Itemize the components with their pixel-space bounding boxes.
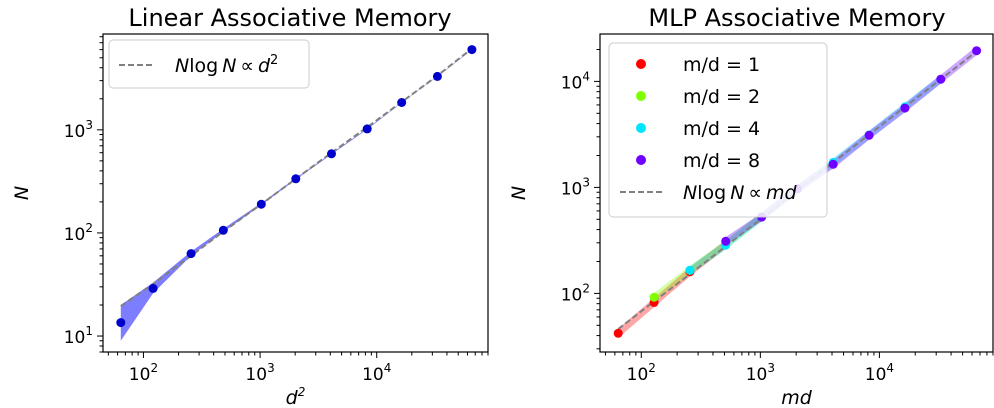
chart-title: Linear Associative Memory [128,4,451,32]
data-point [864,130,874,140]
series-trend-band [650,213,766,301]
data-point [327,149,336,159]
data-point [256,199,266,209]
legend-marker [636,91,646,101]
data-point [432,71,442,81]
data-point [467,45,477,55]
data-point [721,236,731,246]
legend-frame [608,42,828,218]
legend-label: m/d = 1 [683,54,760,76]
legend-label: Nlog N ∝ d2 [175,53,278,77]
confidence-band [120,49,472,341]
data-point [218,225,228,235]
x-tick-label: 104 [865,361,894,385]
x-tick-label: 103 [746,361,775,385]
legend-label: m/d = 2 [683,86,760,108]
y-axis-label: N [11,186,33,200]
legend: m/d = 1 m/d = 2 m/d = 4 m/d = 8 Nlog N ∝ md [608,42,828,218]
data-point [613,328,623,338]
y-tick-label: 103 [561,175,590,199]
y-tick-label: 103 [64,118,93,142]
legend-label: m/d = 4 [683,118,760,140]
data-point [649,292,659,302]
data-point [972,46,982,56]
data-point [685,265,695,275]
data-point [828,159,838,169]
legend-marker [636,59,646,69]
data-point [148,283,158,293]
legend-frame [108,39,310,89]
chart-title: MLP Associative Memory [648,4,945,32]
x-tick-label: 102 [129,361,158,385]
y-tick-label: 102 [64,221,93,245]
x-axis-label: d2 [286,385,306,408]
y-tick-label: 104 [561,69,590,93]
legend-label: m/d = 8 [683,150,760,172]
data-point [291,174,301,184]
data-point [900,103,910,113]
data-point [186,249,196,259]
x-tick-label: 104 [362,361,391,385]
legend-marker [636,155,646,165]
x-axis-label: md [781,387,813,408]
chart-panel-2: MLP Associative Memory 102 103 104 102 103 104… [508,4,994,408]
chart-panel-1: Linear Associative Memory 102 103 104 101 102… [11,4,489,408]
data-point [116,318,126,328]
y-tick-label: 101 [64,324,93,348]
data-point [936,74,946,84]
data-point [397,98,407,107]
y-axis-label: N [508,186,530,200]
legend-marker [636,123,646,133]
x-tick-label: 103 [245,361,274,385]
legend-label: Nlog N ∝ md [683,182,797,204]
x-tick-label: 102 [627,361,656,385]
legend: Nlog N ∝ d2 [108,39,310,89]
data-point [362,124,372,134]
y-tick-label: 102 [561,281,590,305]
